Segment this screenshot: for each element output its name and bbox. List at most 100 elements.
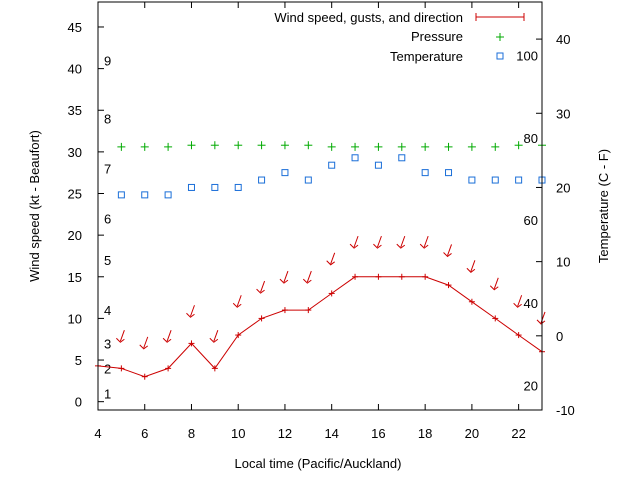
wind-speed-point	[118, 365, 125, 372]
x-tick-label: 20	[465, 426, 479, 441]
pressure-point	[467, 142, 476, 151]
x-tick-label: 10	[231, 426, 245, 441]
beaufort-label: 3	[104, 336, 111, 351]
beaufort-label: 5	[104, 253, 111, 268]
wind-arrow	[232, 295, 242, 308]
wind-arrow	[326, 252, 336, 266]
wind-arrow	[279, 270, 289, 284]
wind-speed-point	[305, 307, 312, 314]
temperature-point	[258, 176, 266, 184]
wind-arrow	[139, 336, 149, 350]
pressure-point	[140, 142, 149, 151]
wind-arrow	[116, 330, 125, 343]
wind-speed-point	[165, 365, 172, 372]
pressure-point	[117, 142, 126, 151]
x-tick-label: 18	[418, 426, 432, 441]
plot-frame	[97, 1, 543, 411]
wind-arrow	[513, 295, 523, 308]
y-tick-label-left: 10	[68, 311, 82, 326]
wind-arrow	[489, 277, 499, 291]
pressure-point	[164, 142, 173, 151]
temperature-point	[328, 161, 336, 169]
x-tick-label: 8	[188, 426, 195, 441]
temperature-point	[187, 183, 195, 191]
legend-wind-label: Wind speed, gusts, and direction	[274, 10, 463, 25]
legend: Wind speed, gusts, and direction Pressur…	[274, 10, 525, 64]
wind-direction-arrows	[116, 235, 546, 350]
y-tick-label-right: -10	[556, 403, 575, 418]
pressure-point	[514, 141, 523, 150]
y-tick-label-left: 35	[68, 103, 82, 118]
wind-speed-point	[468, 298, 475, 305]
pressure-point	[280, 141, 289, 150]
temperature-point	[351, 154, 359, 162]
pressure-point	[421, 142, 430, 151]
temperature-point	[491, 176, 499, 184]
beaufort-label: 4	[104, 303, 111, 318]
temperature-point	[234, 183, 242, 191]
y-tick-label-left: 45	[68, 20, 82, 35]
y-tick-label-left: 0	[75, 395, 82, 410]
x-axis-label: Local time (Pacific/Auckland)	[235, 456, 402, 471]
pressure-point	[327, 142, 336, 151]
pressure-point	[374, 142, 383, 151]
temperature-point	[445, 169, 453, 177]
fahrenheit-scale: 20 40 60 80 100	[516, 48, 538, 393]
wind-speed-point	[398, 273, 405, 280]
beaufort-label: 2	[104, 361, 111, 376]
y-tick-label-right: 10	[556, 255, 570, 270]
fahrenheit-label: 20	[524, 379, 538, 394]
y-tick-label-left: 5	[75, 353, 82, 368]
y-tick-label-left: 40	[68, 62, 82, 77]
pressure-point	[351, 142, 360, 151]
beaufort-label: 7	[104, 162, 111, 177]
temperature-point	[117, 191, 125, 199]
x-tick-label: 22	[511, 426, 525, 441]
wind-speed-point	[352, 273, 359, 280]
legend-pressure-marker	[496, 33, 504, 41]
x-tick-label: 6	[141, 426, 148, 441]
beaufort-label: 8	[104, 112, 111, 127]
temperature-point	[211, 183, 219, 191]
y-tick-label-left: 20	[68, 228, 82, 243]
pressure-point	[234, 141, 243, 150]
wind-speed-point	[328, 290, 335, 297]
wind-speed-point	[258, 315, 265, 322]
wind-speed-point	[235, 332, 242, 339]
x-tick-label: 16	[371, 426, 385, 441]
wind-arrow	[209, 330, 219, 343]
wind-arrow	[256, 280, 266, 294]
pressure-point	[187, 141, 196, 150]
wind-speed-point	[281, 307, 288, 314]
temperature-point	[164, 191, 172, 199]
beaufort-label: 1	[104, 386, 111, 401]
pressure-point	[444, 142, 453, 151]
y-tick-label-right: 30	[556, 106, 570, 121]
beaufort-label: 9	[104, 53, 111, 68]
y-axis-label-right: Temperature (C - F)	[596, 149, 611, 263]
legend-temperature-marker	[496, 52, 504, 60]
wind-arrow	[466, 260, 476, 273]
y-tick-label-right: 20	[556, 180, 570, 195]
fahrenheit-label: 80	[524, 131, 538, 146]
wind-speed-point	[211, 365, 218, 372]
temperature-point	[468, 176, 476, 184]
legend-temperature-label: Temperature	[390, 49, 463, 64]
temperature-point	[421, 169, 429, 177]
wind-arrow	[162, 330, 172, 343]
y-tick-label-left: 30	[68, 145, 82, 160]
wind-speed-point	[422, 273, 429, 280]
wind-speed-point	[445, 282, 452, 289]
temperature-point	[398, 154, 406, 162]
wind-arrow	[373, 235, 382, 249]
temperature-point	[304, 176, 312, 184]
wind-arrow	[443, 244, 452, 258]
wind-arrow	[419, 235, 429, 249]
wind-speed-point	[141, 373, 148, 380]
pressure-point	[397, 142, 406, 151]
y-tick-label-left: 25	[68, 187, 82, 202]
y-tick-label-right: 40	[556, 32, 570, 47]
fahrenheit-label: 100	[516, 48, 538, 63]
